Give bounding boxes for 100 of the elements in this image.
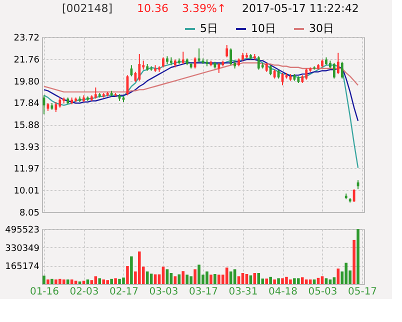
x-tick-label: 03-03 bbox=[149, 286, 178, 298]
bar bbox=[90, 280, 94, 284]
y-tick-label: 11.97 bbox=[14, 164, 40, 175]
bar bbox=[356, 229, 360, 284]
bar bbox=[273, 279, 276, 284]
bar bbox=[233, 269, 236, 284]
legend-label: 30日 bbox=[309, 22, 334, 35]
bar bbox=[182, 271, 185, 284]
line-series bbox=[43, 56, 359, 168]
bar bbox=[58, 278, 62, 284]
bar bbox=[98, 278, 102, 284]
x-tick-label: 04-18 bbox=[268, 286, 298, 298]
bar bbox=[166, 269, 169, 284]
bar bbox=[265, 278, 268, 284]
bar bbox=[42, 276, 46, 284]
bar bbox=[106, 280, 109, 284]
candlestick bbox=[332, 62, 336, 80]
bar bbox=[110, 278, 113, 284]
bar bbox=[237, 276, 240, 284]
bar bbox=[210, 274, 212, 284]
candlestick bbox=[340, 61, 344, 80]
candlestick bbox=[226, 44, 228, 58]
bar bbox=[289, 279, 292, 284]
bar bbox=[218, 274, 220, 284]
y-tick-label: 165174 bbox=[5, 262, 40, 272]
line-series bbox=[43, 58, 359, 122]
bar bbox=[300, 277, 304, 284]
bar bbox=[94, 276, 98, 284]
bar bbox=[194, 269, 196, 284]
text: 2017-05-17 11:22:42 bbox=[242, 2, 359, 15]
bar bbox=[114, 278, 117, 284]
bar bbox=[174, 276, 177, 284]
text: 3.39%↑ bbox=[182, 2, 226, 15]
bar bbox=[293, 278, 296, 284]
x-tick-label: 03-17 bbox=[188, 286, 218, 298]
candlestick bbox=[162, 56, 164, 68]
bar bbox=[130, 256, 133, 284]
line-series bbox=[43, 62, 359, 93]
bar bbox=[170, 273, 173, 284]
y-tick-label: 15.88 bbox=[14, 121, 40, 132]
bar bbox=[277, 278, 280, 284]
text: [002148] bbox=[62, 2, 113, 15]
candlestick bbox=[305, 68, 308, 80]
legend-label: 10日 bbox=[251, 22, 276, 35]
bar bbox=[126, 266, 129, 284]
bar bbox=[253, 273, 256, 284]
bar bbox=[336, 268, 340, 284]
bar bbox=[320, 276, 324, 284]
bar bbox=[102, 279, 106, 284]
bar bbox=[62, 279, 66, 284]
candlestick bbox=[182, 51, 184, 65]
y-tick-label: 10.01 bbox=[14, 186, 40, 197]
candlestick bbox=[230, 48, 232, 66]
y-tick-label: 21.76 bbox=[14, 55, 40, 66]
legend-label: 5日 bbox=[200, 22, 218, 35]
bar bbox=[50, 278, 54, 284]
bar bbox=[150, 274, 153, 284]
x-tick-label: 05-03 bbox=[308, 286, 338, 298]
x-tick-label: 05-17 bbox=[348, 286, 378, 298]
y-tick-label: 13.93 bbox=[14, 142, 40, 153]
bar bbox=[245, 274, 248, 284]
candlestick bbox=[58, 97, 62, 108]
y-tick-label: 23.72 bbox=[14, 34, 40, 44]
candlestick bbox=[257, 56, 260, 70]
x-tick-label: 01-16 bbox=[30, 286, 60, 298]
bar bbox=[241, 273, 244, 284]
y-tick-label: 330349 bbox=[5, 244, 40, 254]
bar bbox=[198, 264, 200, 284]
bar bbox=[138, 251, 141, 284]
y-tick-label: 19.80 bbox=[14, 77, 40, 88]
y-tick-label: 17.84 bbox=[14, 99, 40, 110]
bar bbox=[352, 240, 356, 284]
y-tick-label: 495523 bbox=[5, 226, 40, 236]
y-tick-label: 8.05 bbox=[19, 208, 40, 218]
bar bbox=[206, 271, 208, 284]
x-tick-label: 02-17 bbox=[109, 286, 139, 298]
bar bbox=[46, 279, 50, 284]
candlestick bbox=[54, 101, 58, 113]
bar bbox=[269, 276, 272, 284]
candlestick bbox=[336, 52, 340, 75]
x-tick-label: 02-03 bbox=[70, 286, 99, 298]
candlestick bbox=[218, 62, 220, 74]
text: 10.36 bbox=[137, 2, 168, 15]
x-tick-label: 03-31 bbox=[228, 286, 258, 298]
bar bbox=[186, 274, 188, 284]
bar bbox=[285, 276, 288, 284]
bar bbox=[118, 278, 121, 284]
candlestick bbox=[269, 64, 272, 76]
bar bbox=[54, 279, 58, 284]
bar bbox=[281, 278, 284, 284]
bar bbox=[122, 278, 125, 284]
bar bbox=[257, 273, 260, 284]
candlestick bbox=[352, 188, 356, 202]
bar bbox=[297, 278, 300, 284]
bar bbox=[214, 274, 216, 284]
bar bbox=[225, 268, 228, 284]
bar bbox=[344, 262, 348, 284]
bar bbox=[324, 278, 328, 284]
bar bbox=[162, 266, 165, 284]
bar bbox=[190, 276, 192, 284]
